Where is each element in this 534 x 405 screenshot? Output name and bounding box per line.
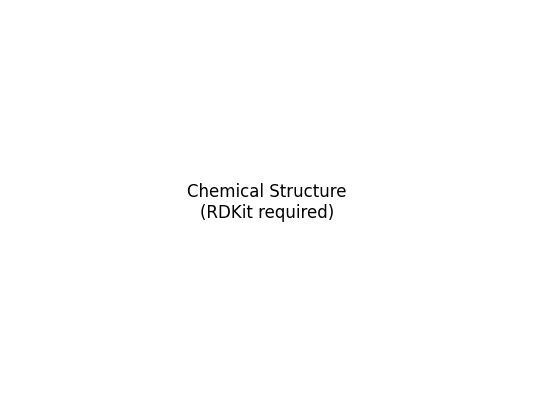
Text: Chemical Structure
(RDKit required): Chemical Structure (RDKit required)	[187, 183, 347, 222]
